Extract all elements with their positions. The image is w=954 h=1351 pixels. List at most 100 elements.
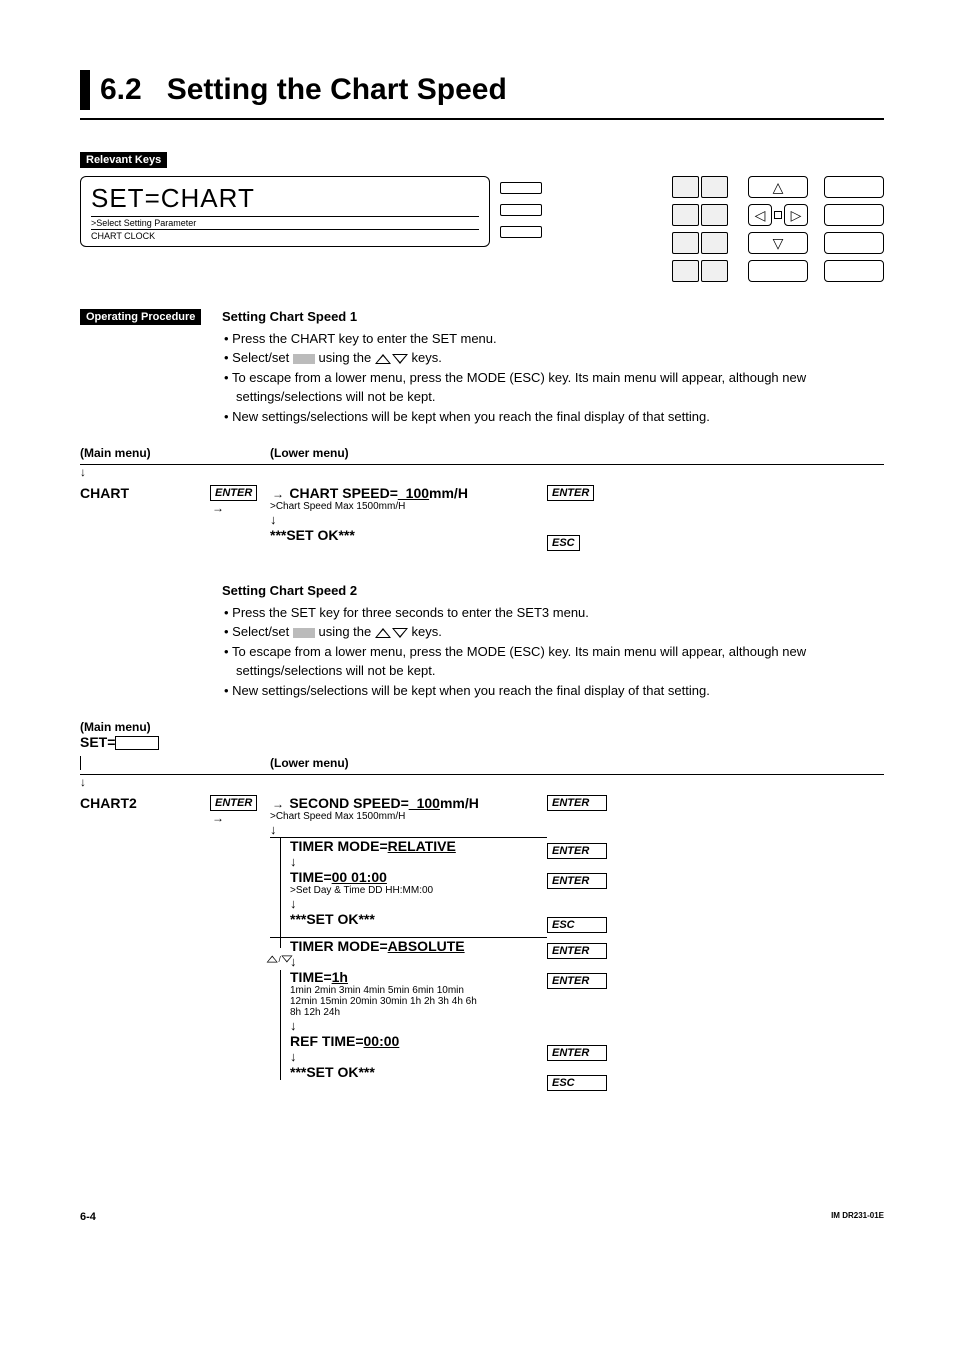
- enter-key-icon: ENTER: [210, 485, 257, 501]
- key[interactable]: [672, 260, 699, 282]
- text: keys.: [412, 350, 442, 365]
- proc1-step: To escape from a lower menu, press the M…: [222, 368, 884, 407]
- proc1-step: New settings/selections will be kept whe…: [222, 407, 884, 427]
- lower-menu-label: (Lower menu): [270, 446, 547, 460]
- down-arrow-icon: ↓: [290, 896, 547, 911]
- updown-icon: /: [267, 954, 293, 964]
- left-icon: ◁: [755, 207, 766, 224]
- doc-id: IM DR231-01E: [831, 1211, 884, 1223]
- down-arrow-icon: ↓: [290, 854, 547, 869]
- title-label: Setting the Chart Speed: [167, 73, 507, 106]
- key[interactable]: [824, 176, 884, 198]
- time-abs-sub2: 12min 15min 20min 30min 1h 2h 3h 4h 6h: [290, 996, 547, 1007]
- cursor-icon: [293, 354, 315, 364]
- chart2-main: CHART2: [80, 795, 210, 1091]
- text: using the: [315, 350, 375, 365]
- lcd-and-keypad: SET=CHART >Select Setting Parameter CHAR…: [80, 176, 884, 282]
- set-ok: ***SET OK***: [290, 1064, 375, 1080]
- proc1-step: Select/set using the keys.: [222, 348, 884, 368]
- left-key[interactable]: ◁: [748, 204, 772, 226]
- keypad: △ ◁ ▷ ▽: [672, 176, 884, 282]
- menu-diagram-1: (Main menu) (Lower menu) ↓ CHART ENTER C…: [80, 446, 884, 551]
- key[interactable]: [672, 204, 699, 226]
- main-menu-label: (Main menu): [80, 720, 884, 734]
- key[interactable]: [672, 176, 699, 198]
- procedure-body-1: Setting Chart Speed 1 Press the CHART ke…: [222, 307, 884, 426]
- set-prefix: SET=: [80, 734, 115, 750]
- down-icon: ▽: [773, 235, 784, 252]
- section-title: 6.2 Setting the Chart Speed: [80, 70, 884, 120]
- proc2-step: Select/set using the keys.: [222, 622, 884, 642]
- enter-key-icon: ENTER: [547, 485, 594, 501]
- proc1-step: Press the CHART key to enter the SET men…: [222, 329, 884, 349]
- key[interactable]: [824, 204, 884, 226]
- right-key[interactable]: ▷: [784, 204, 808, 226]
- right-icon: ▷: [791, 207, 802, 224]
- time-relative: TIME=00 01:00: [290, 869, 387, 885]
- key[interactable]: [701, 260, 728, 282]
- relevant-keys-label: Relevant Keys: [80, 152, 167, 168]
- operating-procedure-2: Setting Chart Speed 2 Press the SET key …: [80, 581, 884, 700]
- down-arrow-icon: ↓: [290, 1049, 547, 1064]
- up-key[interactable]: △: [748, 176, 808, 198]
- proc2-heading: Setting Chart Speed 2: [222, 581, 884, 601]
- down-arrow-icon: ↓: [290, 1018, 547, 1033]
- down-arrow-icon: ↓: [80, 465, 86, 479]
- center-key[interactable]: [774, 211, 782, 219]
- arrow-right-icon: [270, 797, 286, 811]
- keypad-row3-left: [672, 232, 732, 254]
- esc-key-icon: ESC: [547, 917, 607, 933]
- arrow-right-icon: [270, 487, 286, 501]
- second-speed-sub: >Chart Speed Max 1500mm/H: [270, 811, 547, 822]
- keypad-row4-left: [672, 260, 732, 282]
- softkey-column: [500, 182, 542, 238]
- lcd-sub-line-2: CHART CLOCK: [91, 230, 479, 242]
- softkey[interactable]: [500, 204, 542, 216]
- second-speed: SECOND SPEED=_100mm/H: [289, 795, 479, 811]
- text: Select/set: [232, 624, 293, 639]
- proc2-step: New settings/selections will be kept whe…: [222, 681, 884, 701]
- proc2-step: To escape from a lower menu, press the M…: [222, 642, 884, 681]
- text: keys.: [412, 624, 442, 639]
- key[interactable]: [672, 232, 699, 254]
- time-abs-sub1: 1min 2min 3min 4min 5min 6min 10min: [290, 985, 547, 996]
- proc1-heading: Setting Chart Speed 1: [222, 307, 884, 327]
- esc-key-icon: ESC: [547, 535, 580, 551]
- key[interactable]: [701, 204, 728, 226]
- title-text: 6.2 Setting the Chart Speed: [100, 73, 507, 107]
- proc2-step: Press the SET key for three seconds to e…: [222, 603, 884, 623]
- enter-key-icon: ENTER: [210, 795, 257, 811]
- input-field[interactable]: [115, 736, 159, 750]
- menu-diagram-2: (Main menu) SET= (Lower menu) ↓ CHART2 E…: [80, 720, 884, 1091]
- time-relative-sub: >Set Day & Time DD HH:MM:00: [290, 885, 547, 896]
- key[interactable]: [748, 260, 808, 282]
- down-arrow-icon: ↓: [270, 512, 547, 527]
- enter-key-icon: ENTER: [547, 1045, 607, 1061]
- key[interactable]: [701, 176, 728, 198]
- softkey[interactable]: [500, 226, 542, 238]
- down-arrow-icon: ↓: [80, 775, 86, 789]
- left-right-keys: ◁ ▷: [748, 204, 808, 226]
- lcd-main-line: SET=CHART: [91, 183, 479, 217]
- enter-key-icon: ENTER: [547, 943, 607, 959]
- key[interactable]: [701, 232, 728, 254]
- lower-menu-label: (Lower menu): [270, 756, 547, 770]
- chart1-main: CHART: [80, 485, 210, 501]
- time-absolute: TIME=1h: [290, 969, 348, 985]
- timer-mode-absolute: TIMER MODE=ABSOLUTE: [290, 938, 465, 954]
- title-number: 6.2: [100, 73, 142, 106]
- timer-mode-relative: TIMER MODE=RELATIVE: [290, 838, 456, 854]
- enter-key-icon: ENTER: [547, 843, 607, 859]
- arrow-right-icon: [210, 501, 226, 515]
- set-ok: ***SET OK***: [270, 527, 355, 543]
- updown-icon: [375, 354, 408, 364]
- enter-key-icon: ENTER: [547, 973, 607, 989]
- main-menu-label: (Main menu): [80, 446, 210, 460]
- keypad-row2-left: [672, 204, 732, 226]
- key[interactable]: [824, 260, 884, 282]
- down-key[interactable]: ▽: [748, 232, 808, 254]
- lcd-sub-line-1: >Select Setting Parameter: [91, 217, 479, 230]
- key[interactable]: [824, 232, 884, 254]
- softkey[interactable]: [500, 182, 542, 194]
- page-number: 6-4: [80, 1211, 96, 1223]
